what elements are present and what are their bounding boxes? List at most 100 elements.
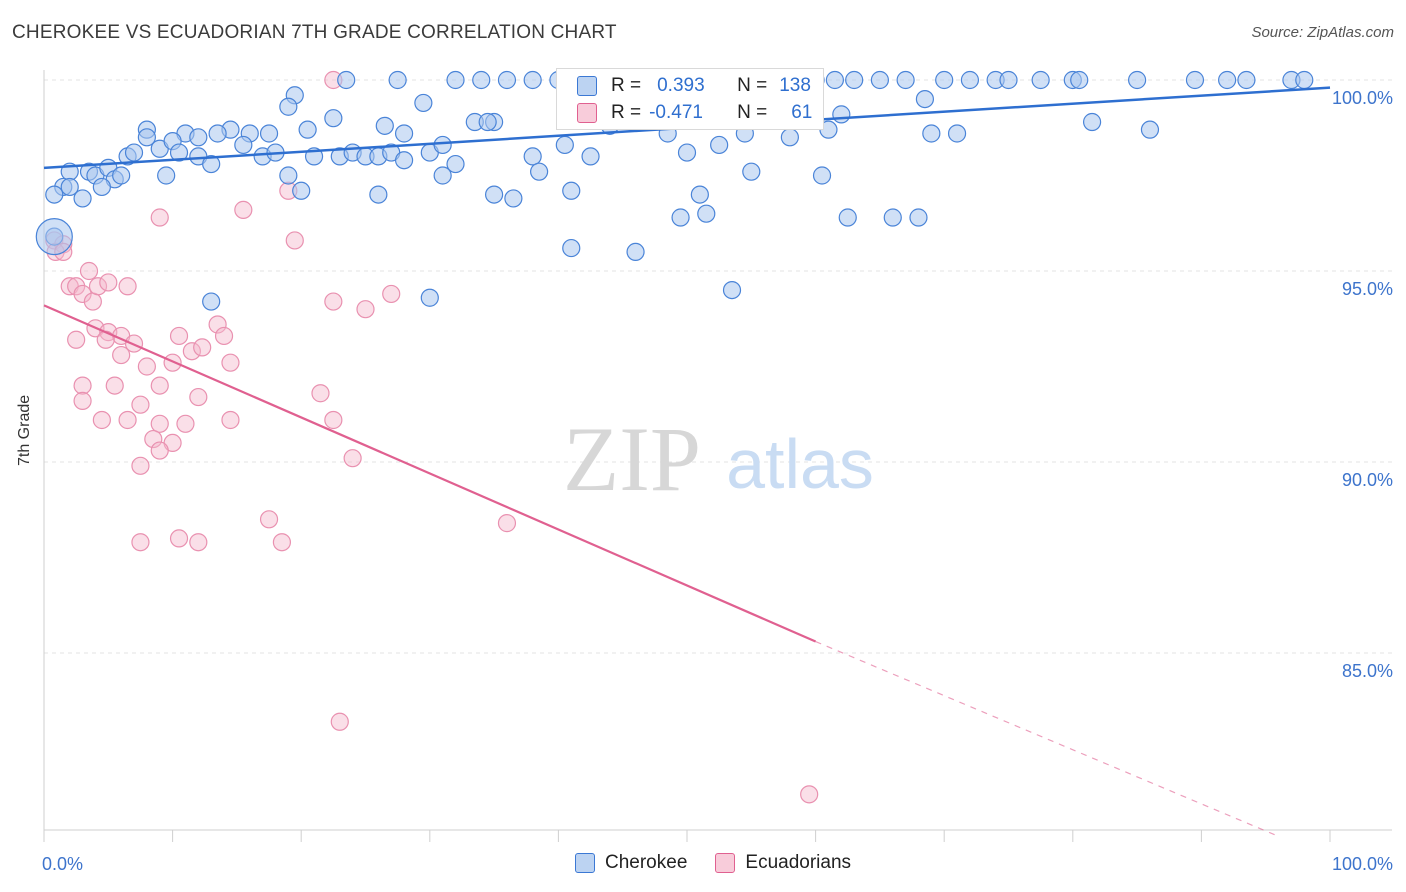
ecuadorians-point <box>189 533 208 552</box>
ecuadorians-point <box>67 277 86 296</box>
cherokee-point <box>60 177 79 197</box>
cherokee-point <box>124 143 144 162</box>
chart-title: CHEROKEE VS ECUADORIAN 7TH GRADE CORRELA… <box>12 22 617 43</box>
cherokee-point <box>337 70 356 90</box>
cherokee-point <box>202 154 221 174</box>
source-credit: Source: ZipAtlas.com <box>1251 24 1394 41</box>
cherokee-point <box>915 89 935 109</box>
cherokee-point <box>478 112 497 132</box>
cherokee-point <box>832 105 851 124</box>
cherokee-point <box>1237 70 1256 90</box>
stats-legend-row-cherokee: R = 0.393 N = 138 <box>577 74 811 98</box>
cherokee-point <box>112 166 131 185</box>
ecuadorians-trend-line <box>43 304 817 643</box>
cherokee-point <box>369 185 388 204</box>
axes <box>43 70 1392 842</box>
cherokee-point <box>73 189 92 208</box>
cherokee-point <box>909 208 928 227</box>
y-tick-label: 85.0% <box>1342 661 1393 681</box>
cherokee-point <box>1082 112 1102 132</box>
cherokee-point <box>1218 70 1237 90</box>
cherokee-point <box>388 70 407 90</box>
ecuadorians-point <box>382 284 401 304</box>
cherokee-point <box>414 93 433 113</box>
legend-item-ecuadorians: Ecuadorians <box>715 852 851 874</box>
ecuadorians-point <box>182 342 201 361</box>
ecuadorians-point <box>131 533 150 552</box>
ecuadorians-point <box>272 533 292 552</box>
cherokee-point <box>137 128 156 147</box>
cherokee-point <box>935 70 954 90</box>
cherokee-point <box>922 124 941 143</box>
ecuadorians-point <box>131 456 150 475</box>
x-tick-label: 100.0% <box>1332 854 1393 874</box>
cherokee-point <box>1295 70 1314 90</box>
cherokee-point <box>1185 70 1205 90</box>
cherokee-point <box>742 162 761 181</box>
legend-item-cherokee: Cherokee <box>575 852 687 874</box>
ecuadorians-point <box>131 395 150 414</box>
cherokee-point <box>677 143 697 162</box>
ecuadorians-legend-swatch <box>715 853 736 873</box>
series-ecuadorians-points <box>45 70 819 804</box>
cherokee-point <box>947 124 967 143</box>
ecuadorians-point <box>67 330 86 349</box>
cherokee-point <box>780 128 799 147</box>
cherokee-point <box>446 154 465 174</box>
cherokee-point <box>870 70 890 90</box>
cherokee-point <box>472 70 491 90</box>
cherokee-point <box>485 185 504 204</box>
cherokee-point <box>375 116 394 135</box>
cherokee-point <box>45 185 64 204</box>
ecuadorians-point <box>99 273 118 292</box>
cherokee-point <box>999 70 1018 90</box>
cherokee-point <box>420 288 439 307</box>
ecuadorians-point <box>150 376 169 395</box>
y-tick-label: 95.0% <box>1342 279 1393 299</box>
cherokee-point <box>259 124 279 143</box>
ecuadorians-point <box>83 292 102 311</box>
cherokee-point <box>433 166 452 185</box>
cherokee-r-value: 0.393 <box>657 75 705 96</box>
cherokee-point <box>690 185 709 204</box>
cherokee-point <box>523 147 542 166</box>
ecuadorians-n-value: 61 <box>791 102 813 123</box>
stats-legend-row-ecuadorians: R = -0.471 N = 61 <box>577 101 812 125</box>
cherokee-point <box>883 208 902 227</box>
cherokee-point <box>394 124 414 143</box>
tick-labels: 85.0% 90.0% 95.0% 100.0% 0.0% 100.0% <box>42 88 1393 874</box>
cherokee-point <box>555 135 574 155</box>
cherokee-point <box>581 147 600 166</box>
ecuadorians-point <box>92 410 111 430</box>
cherokee-point <box>697 204 716 223</box>
stats-legend: R = 0.393 N = 138 R = -0.471 N = 61 <box>556 68 824 130</box>
cherokee-n-value: 138 <box>779 75 811 96</box>
ecuadorians-point <box>221 410 240 430</box>
ecuadorians-point <box>176 414 195 433</box>
cherokee-point <box>169 143 189 162</box>
ecuadorians-point <box>150 208 169 227</box>
cherokee-point <box>279 166 298 185</box>
ecuadorians-point <box>79 261 99 281</box>
cherokee-point <box>1070 70 1089 90</box>
series-legend: Cherokee Ecuadorians <box>575 852 879 874</box>
cherokee-legend-swatch <box>575 853 595 873</box>
cherokee-point <box>292 181 311 200</box>
cherokee-point <box>562 181 581 200</box>
cherokee-point <box>530 162 549 181</box>
cherokee-point <box>394 151 414 170</box>
ecuadorians-point <box>73 376 92 395</box>
ecuadorians-point <box>105 376 124 395</box>
cherokee-point <box>671 208 690 227</box>
cherokee-point <box>446 70 465 90</box>
cherokee-swatch <box>577 76 597 96</box>
cherokee-point <box>710 135 729 155</box>
ecuadorians-point <box>259 510 279 529</box>
grid-lines <box>44 79 1392 654</box>
ecuadorians-point <box>324 410 343 430</box>
ecuadorians-point <box>234 200 253 219</box>
x-tick-label: 0.0% <box>42 854 83 874</box>
ecuadorians-legend-label: Ecuadorians <box>745 852 852 873</box>
cherokee-point <box>562 238 581 258</box>
